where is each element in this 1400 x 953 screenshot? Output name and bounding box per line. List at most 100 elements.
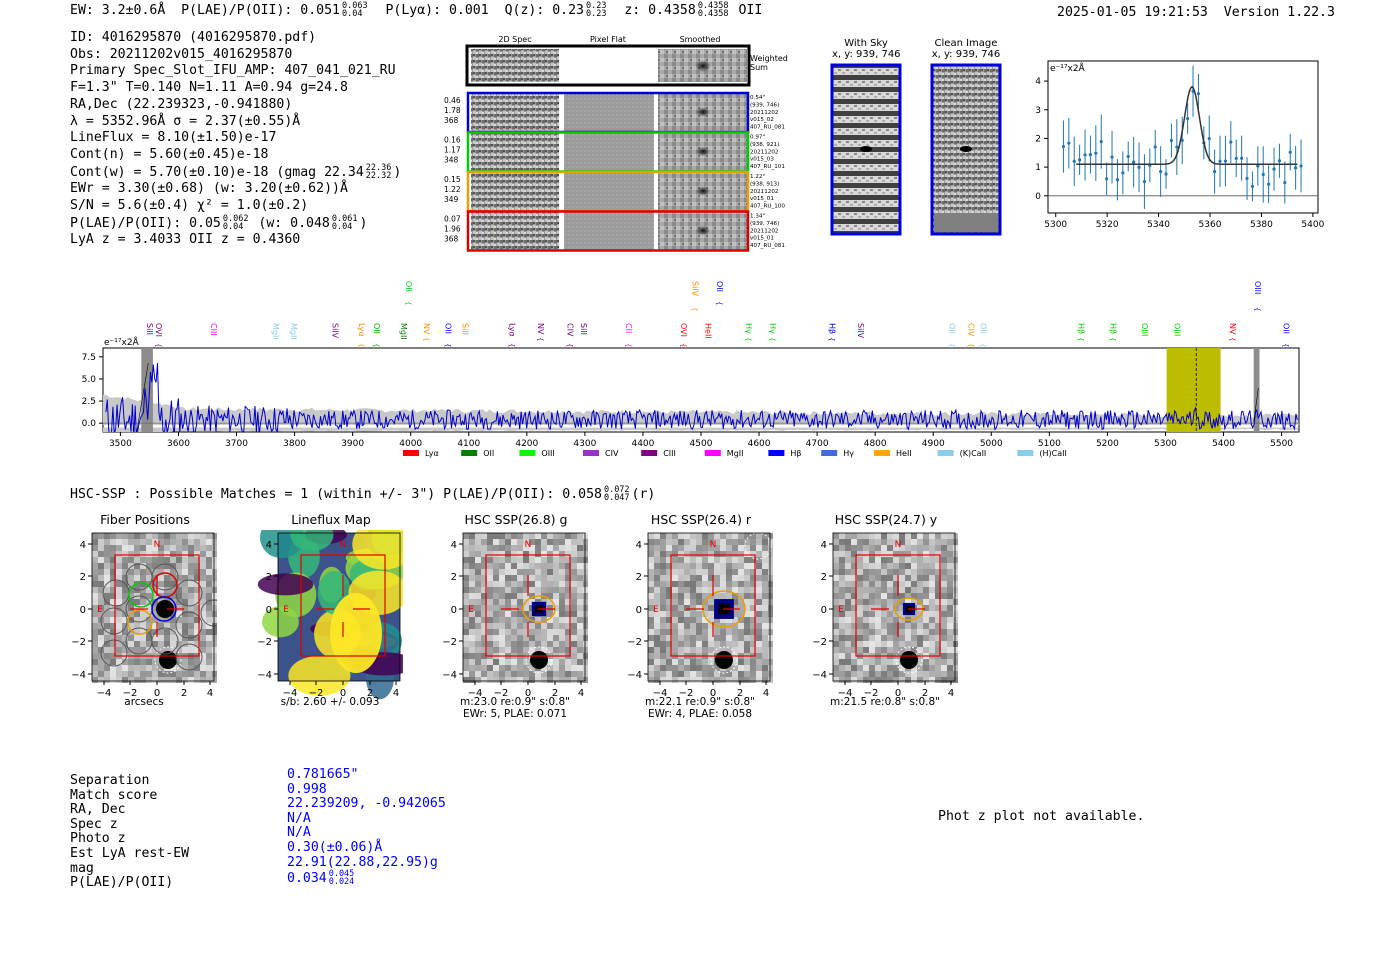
- spectral-line-label: OVI: [679, 323, 688, 337]
- hsc-y-tick-label: −4: [442, 670, 457, 681]
- spectral-line-bracket: {: [536, 337, 544, 341]
- spectral-line-label: Lyα: [357, 323, 366, 337]
- zoom-data-point: [1110, 155, 1114, 159]
- clean-image-title-block: Clean Image x, y: 939, 746: [924, 38, 1008, 60]
- zoom-chart: e⁻¹⁷x2Å 5300 5320 5340 5360 5380 5400 0 1 2 3 4: [1035, 60, 1325, 230]
- spectrum-unit-label: e⁻¹⁷x2Å: [104, 336, 140, 348]
- spec2d-row-left-value: 368: [444, 116, 459, 125]
- search-box: [114, 554, 200, 657]
- hsc-heading-hi: 0.072: [603, 485, 630, 495]
- spectral-line-bracket: {: [768, 337, 776, 341]
- header-version: Version 1.22.3: [1223, 5, 1335, 20]
- match-plae-range: 0.045 0.024: [328, 870, 355, 888]
- zoom-x-tick-label: 5340: [1147, 220, 1170, 230]
- spec2d-row-right-value: 0.97": [750, 135, 765, 141]
- hsc-y-tick-label: 2: [636, 572, 642, 583]
- hsc-y-tick-label: 4: [266, 540, 272, 551]
- legend-swatch: [821, 450, 838, 456]
- spectral-line-label: NV: [1228, 323, 1237, 335]
- zoom-fit-line: [1076, 85, 1298, 165]
- header-plae: P(LAE)/P(OII): 0.051: [181, 3, 340, 18]
- east-label: E: [283, 605, 289, 615]
- hsc-panel-title: HSC SSP(26.8) g: [464, 512, 568, 527]
- info-radec: RA,Dec (22.239323,-0.941880): [70, 96, 293, 112]
- match-value: 22.91(22.88,22.95)g: [287, 854, 438, 870]
- spectrum-x-tick-label: 5000: [980, 439, 1003, 449]
- spectrum-x-tick-label: 4400: [631, 439, 654, 449]
- info-primary: Primary Spec_Slot_IFU_AMP: 407_041_021_R…: [70, 63, 396, 79]
- spectral-line-bracket: {: [422, 337, 430, 341]
- spectral-line-label: OII: [948, 323, 957, 334]
- spec2d-row-right-value: 407_RU_081: [750, 125, 785, 131]
- hsc-x-tick-label: −2: [679, 688, 694, 699]
- zoom-data-point: [1164, 172, 1168, 176]
- hsc-y-tick-label: 0: [451, 605, 457, 616]
- hsc-panel-caption: m:21.5 re:0.8" s:0.8": [803, 696, 967, 708]
- masked-hatch: [1253, 387, 1259, 423]
- clean-image-title: Clean Image: [934, 38, 998, 49]
- hsc-panel-caption: s/b: 2.60 +/- 0.093: [248, 696, 412, 708]
- hsc-caption-line1: m:22.1 re:0.9" s:0.8": [645, 696, 755, 708]
- hsc-y-tick-label: −2: [71, 637, 86, 648]
- hsc-x-tick-label: 0: [340, 688, 346, 699]
- neighbor-ring: [525, 646, 553, 674]
- spectral-line-label: Hγ: [744, 323, 753, 334]
- hsc-panel-caption: arcsecs: [62, 696, 226, 708]
- spectral-line-label: SiIV: [856, 323, 865, 339]
- spec2d-row-right-value: 20211202: [750, 228, 778, 234]
- header-z-line: OII: [738, 3, 763, 18]
- info-plae-lo: 0.04: [222, 221, 244, 232]
- zoom-unit-label: e⁻¹⁷x2Å: [1050, 62, 1086, 74]
- hsc-panel-title: HSC SSP(26.4) r: [650, 512, 752, 527]
- spectrum-y-tick-label: 2.5: [82, 397, 96, 407]
- zoom-data-point: [1196, 92, 1201, 96]
- spectral-line-label: Hβ: [827, 323, 836, 334]
- hsc-y-tick-label: 2: [451, 572, 457, 583]
- spectral-line-bracket: {: [566, 343, 574, 347]
- spectrum-x-tick-label: 4700: [806, 439, 829, 449]
- spectrum-x-tick-label: 4300: [573, 439, 596, 449]
- legend-label: CIV: [605, 449, 619, 458]
- match-plae-lo: 0.024: [328, 877, 355, 888]
- hsc-y-tick-label: 4: [636, 540, 642, 551]
- hsc-x-tick-label: 4: [578, 688, 584, 699]
- info-plae-row: P(LAE)/P(OII): 0.05 0.062 0.04 (w: 0.048 0.…: [70, 213, 368, 232]
- hsc-x-tick-label: 0: [895, 688, 901, 699]
- match-values: 0.781665" 0.998 22.239209, -0.942065 N/A N/A…: [287, 767, 446, 888]
- spectrum-y-tick-label: 7.5: [82, 353, 96, 363]
- info-plae-w-hi: 0.061: [331, 213, 358, 224]
- header-qz-hi: 0.23: [585, 1, 607, 11]
- info-plae-w: (w: 0.048: [258, 215, 330, 231]
- spectrum-x-tick-label: 5500: [1270, 439, 1293, 449]
- fiber-circle: [100, 639, 128, 667]
- spectral-line-label: SiII: [460, 323, 469, 335]
- spec2d-row-left-value: 1.96: [444, 225, 461, 234]
- hsc-panel-title: HSC SSP(24.7) y: [834, 512, 938, 527]
- fiber-circle: [151, 563, 179, 591]
- spectrum-x-tick-label: 3900: [341, 439, 364, 449]
- spec2d-row-left-value: 368: [444, 235, 459, 244]
- spectral-line-label: SiII: [145, 323, 154, 335]
- spec2d-col-title-2: Smoothed: [680, 35, 721, 44]
- spectral-line-label: SiII: [579, 323, 588, 335]
- spectral-line-bracket: {: [154, 343, 162, 347]
- zoom-y-tick-label: 3: [1035, 106, 1041, 116]
- hsc-x-tick-label: 2: [367, 688, 373, 699]
- info-ewr: EWr = 3.30(±0.68) (w: 3.20(±0.62))Å: [70, 181, 348, 197]
- spectral-line-label: CIII: [209, 323, 218, 336]
- spec2d-row-right-value: v015_02: [750, 117, 774, 123]
- panel-frame: [832, 532, 956, 682]
- east-label: E: [838, 605, 844, 615]
- legend-swatch: [461, 450, 478, 456]
- match-value: 0.781665": [287, 767, 359, 782]
- header-qz: Q(z): 0.23: [504, 3, 584, 18]
- match-value: 0.30(±0.06)Å: [287, 839, 383, 855]
- hsc-y-tick-label: −2: [257, 637, 272, 648]
- header-plya: P(Lyα): 0.001: [385, 3, 489, 18]
- neighbor-source: [530, 651, 548, 669]
- zoom-data-point: [1294, 166, 1298, 170]
- zoom-data-point: [1186, 117, 1190, 121]
- spectral-line-bracket: {: [827, 337, 835, 341]
- spec2d-row-right-value: 1.34": [750, 214, 765, 220]
